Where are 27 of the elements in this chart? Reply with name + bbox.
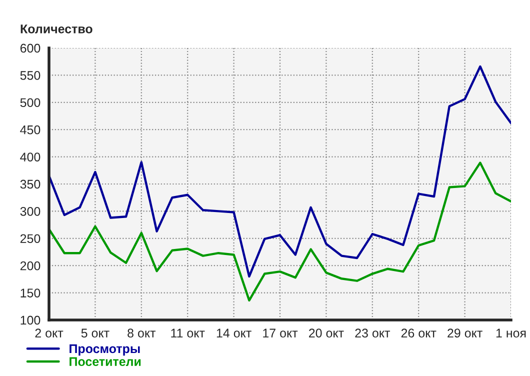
x-tick-label: 17 окт: [263, 328, 298, 338]
line-series: [49, 65, 511, 278]
y-tick-label: 400: [20, 152, 40, 162]
x-tick-label: 29 окт: [448, 328, 482, 338]
y-tick-label: 500: [20, 98, 40, 108]
line-series: [49, 162, 511, 302]
y-tick-label: 350: [20, 180, 40, 189]
x-tick-label: 8 окт: [128, 328, 156, 338]
y-tick-label: 200: [20, 261, 40, 270]
y-tick-label: 100: [20, 316, 40, 325]
x-tick-label: 2 окт: [35, 328, 64, 338]
y-tick-label: 550: [20, 71, 40, 80]
y-axis-title: Количество: [20, 24, 92, 34]
x-tick-label: 20 окт: [309, 328, 344, 338]
x-tick-label: 11 окт: [171, 328, 205, 338]
x-tick-label: 23 окт: [355, 328, 390, 338]
x-tick-label: 14 окт: [216, 328, 252, 338]
x-tick-label: 1 ноя: [496, 328, 526, 338]
y-tick-label: 150: [20, 288, 40, 298]
legend-label: Посетители: [70, 357, 141, 366]
y-tick-label: 300: [20, 207, 40, 216]
y-tick-label: 450: [20, 125, 40, 134]
x-tick-label: 26 окт: [401, 328, 436, 338]
y-tick-label: 600: [20, 44, 40, 53]
y-tick-label: 250: [20, 234, 40, 244]
x-tick-label: 5 окт: [81, 328, 110, 338]
legend-label: Просмотры: [70, 344, 140, 356]
